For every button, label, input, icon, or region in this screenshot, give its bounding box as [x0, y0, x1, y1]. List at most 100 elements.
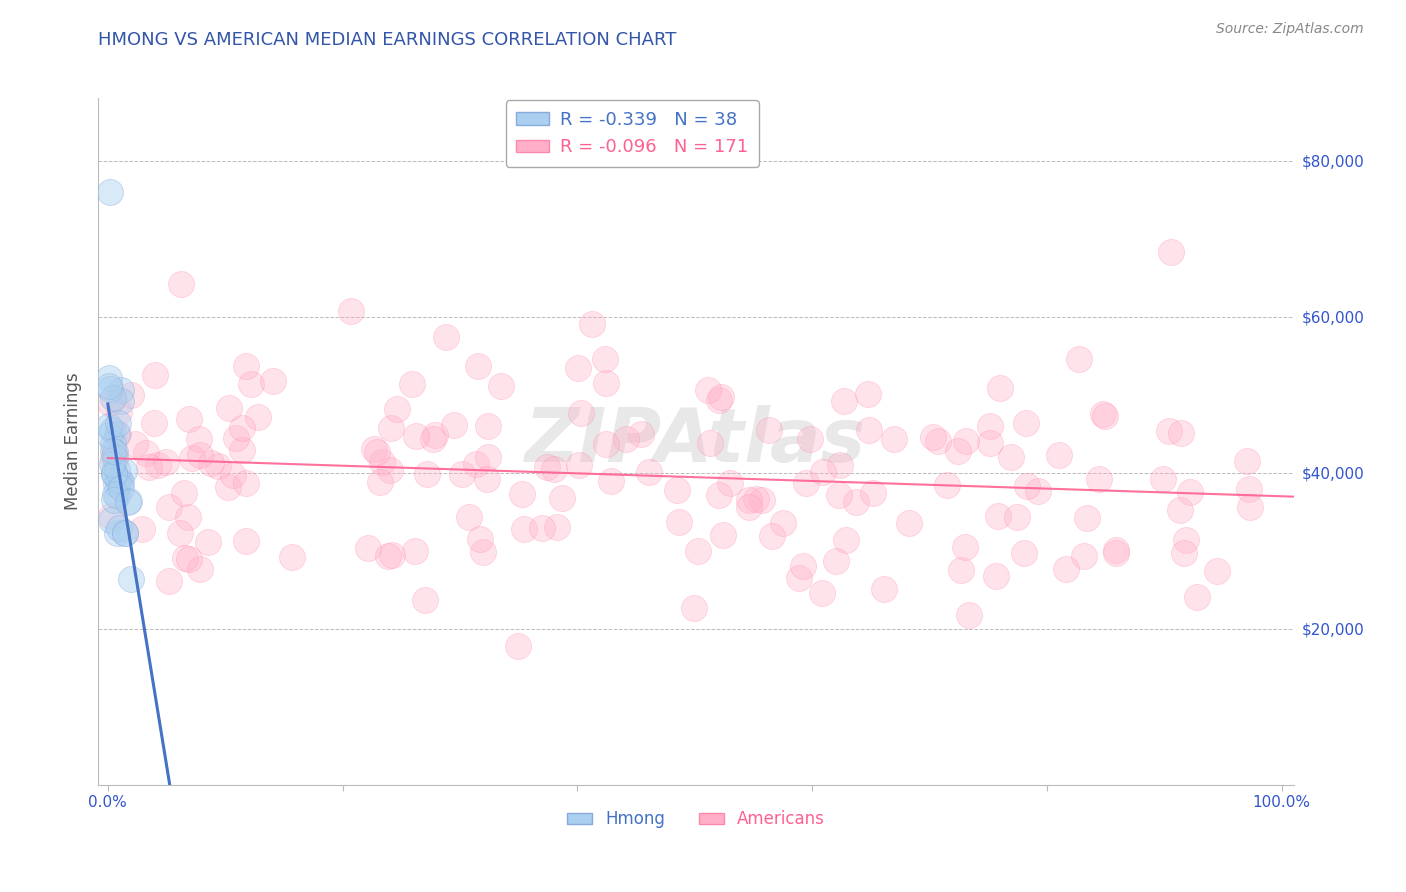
- Point: [792, 559, 814, 574]
- Point: [794, 476, 817, 491]
- Point: [921, 430, 943, 444]
- Point: [107, 427, 129, 442]
- Point: [1091, 407, 1114, 421]
- Point: [955, 434, 977, 448]
- Point: [984, 569, 1007, 583]
- Point: [508, 640, 530, 654]
- Point: [751, 492, 773, 507]
- Point: [190, 562, 212, 576]
- Point: [177, 411, 200, 425]
- Point: [98, 396, 121, 410]
- Point: [686, 544, 709, 558]
- Point: [148, 458, 170, 472]
- Point: [262, 374, 284, 388]
- Point: [957, 608, 980, 623]
- Point: [105, 526, 128, 541]
- Point: [104, 450, 127, 465]
- Point: [98, 427, 121, 442]
- Point: [281, 550, 304, 565]
- Point: [181, 450, 204, 465]
- Point: [467, 359, 489, 373]
- Point: [170, 277, 193, 291]
- Text: HMONG VS AMERICAN MEDIAN EARNINGS CORRELATION CHART: HMONG VS AMERICAN MEDIAN EARNINGS CORREL…: [98, 31, 676, 49]
- Point: [108, 521, 131, 535]
- Point: [1000, 450, 1022, 464]
- Point: [946, 443, 969, 458]
- Point: [157, 574, 180, 588]
- Point: [246, 409, 269, 424]
- Point: [1170, 425, 1192, 440]
- Point: [710, 390, 733, 404]
- Point: [110, 475, 132, 489]
- Point: [543, 462, 565, 476]
- Legend: Hmong, Americans: Hmong, Americans: [561, 804, 831, 835]
- Point: [110, 481, 132, 495]
- Point: [114, 525, 136, 540]
- Point: [1015, 417, 1038, 431]
- Point: [98, 418, 121, 433]
- Point: [828, 488, 851, 502]
- Point: [1160, 245, 1182, 260]
- Point: [1173, 546, 1195, 560]
- Point: [699, 435, 721, 450]
- Point: [434, 329, 457, 343]
- Point: [217, 480, 239, 494]
- Point: [953, 540, 976, 554]
- Point: [883, 432, 905, 446]
- Point: [758, 423, 780, 437]
- Point: [401, 377, 423, 392]
- Point: [103, 467, 125, 481]
- Point: [546, 520, 568, 534]
- Point: [512, 522, 534, 536]
- Point: [638, 465, 661, 479]
- Point: [450, 467, 472, 481]
- Point: [103, 464, 125, 478]
- Point: [707, 488, 730, 502]
- Point: [235, 359, 257, 373]
- Point: [828, 458, 851, 473]
- Point: [107, 427, 129, 442]
- Point: [630, 427, 652, 442]
- Point: [845, 495, 868, 509]
- Point: [737, 493, 759, 508]
- Point: [987, 508, 1010, 523]
- Point: [1157, 424, 1180, 438]
- Point: [697, 383, 720, 397]
- Point: [235, 534, 257, 549]
- Point: [104, 445, 127, 459]
- Point: [124, 437, 146, 451]
- Point: [1174, 533, 1197, 547]
- Point: [599, 474, 621, 488]
- Point: [1105, 543, 1128, 558]
- Point: [218, 401, 240, 415]
- Point: [1237, 482, 1260, 496]
- Point: [103, 467, 125, 481]
- Point: [380, 463, 402, 477]
- Point: [121, 572, 143, 586]
- Point: [112, 464, 135, 478]
- Point: [811, 586, 834, 600]
- Point: [581, 317, 603, 331]
- Point: [988, 381, 1011, 395]
- Point: [98, 185, 121, 199]
- Point: [832, 394, 855, 409]
- Point: [135, 446, 157, 460]
- Point: [738, 500, 761, 514]
- Point: [207, 458, 229, 473]
- Point: [142, 416, 165, 430]
- Point: [1152, 472, 1174, 486]
- Point: [979, 436, 1001, 450]
- Point: [114, 525, 136, 540]
- Point: [1094, 409, 1116, 423]
- Point: [169, 526, 191, 541]
- Point: [595, 376, 617, 391]
- Point: [1206, 565, 1229, 579]
- Point: [174, 550, 197, 565]
- Point: [1047, 448, 1070, 462]
- Point: [98, 371, 121, 385]
- Point: [489, 378, 512, 392]
- Point: [787, 571, 810, 585]
- Point: [239, 377, 262, 392]
- Point: [103, 448, 125, 462]
- Point: [225, 431, 247, 445]
